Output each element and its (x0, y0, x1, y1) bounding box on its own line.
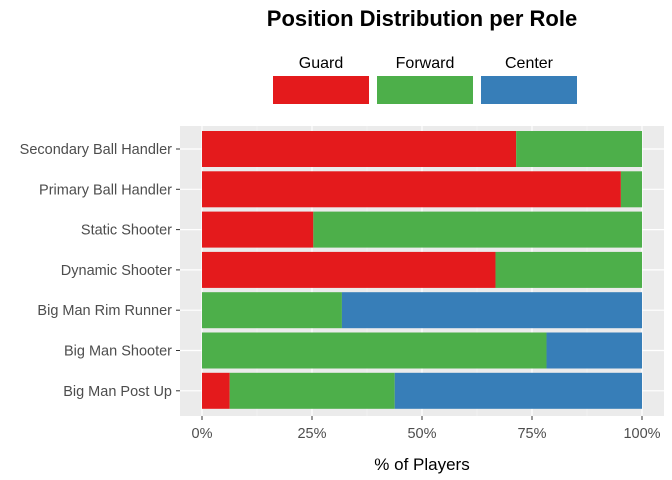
bar-big-man-shooter-center (546, 332, 642, 369)
x-tick-label: 0% (192, 426, 213, 442)
bar-big-man-post-up-forward (229, 372, 395, 409)
bar-big-man-post-up-center (394, 372, 642, 409)
y-tick-label: Secondary Ball Handler (20, 142, 173, 158)
legend-label-center: Center (505, 55, 554, 72)
y-tick-label: Static Shooter (81, 223, 172, 239)
x-tick-label: 50% (407, 426, 436, 442)
bar-secondary-ball-handler-guard (202, 131, 517, 167)
legend-key-forward (377, 76, 473, 104)
legend-label-forward: Forward (396, 55, 455, 72)
bars (202, 131, 642, 409)
bar-big-man-post-up-guard (202, 372, 230, 409)
bar-secondary-ball-handler-forward (516, 131, 642, 167)
bar-dynamic-shooter-guard (202, 251, 496, 288)
y-tick-label: Big Man Rim Runner (37, 303, 172, 319)
y-axis-ticks: Secondary Ball Handler Primary Ball Handl… (20, 142, 180, 400)
y-tick-label: Primary Ball Handler (39, 182, 172, 198)
bar-big-man-shooter-forward (202, 332, 547, 369)
y-tick-label: Big Man Post Up (63, 384, 172, 400)
bar-big-man-rim-runner-forward (202, 292, 342, 329)
bar-primary-ball-handler-forward (620, 171, 642, 208)
bar-primary-ball-handler-guard (202, 171, 621, 208)
x-tick-label: 100% (623, 426, 660, 442)
x-tick-label: 75% (517, 426, 546, 442)
legend-key-guard (273, 76, 369, 104)
y-tick-label: Dynamic Shooter (61, 263, 172, 279)
x-tick-label: 25% (297, 426, 326, 442)
bar-static-shooter-forward (313, 211, 642, 248)
x-axis-label: % of Players (374, 455, 469, 474)
bar-static-shooter-guard (202, 211, 314, 248)
legend: Guard Forward Center (273, 55, 577, 104)
bar-big-man-rim-runner-center (341, 292, 642, 329)
legend-key-center (481, 76, 577, 104)
bar-dynamic-shooter-forward (495, 251, 642, 288)
legend-label-guard: Guard (299, 55, 343, 72)
y-tick-label: Big Man Shooter (64, 344, 172, 360)
x-axis-ticks: 0% 25% 50% 75% 100% (192, 416, 661, 442)
chart-title: Position Distribution per Role (267, 6, 577, 31)
